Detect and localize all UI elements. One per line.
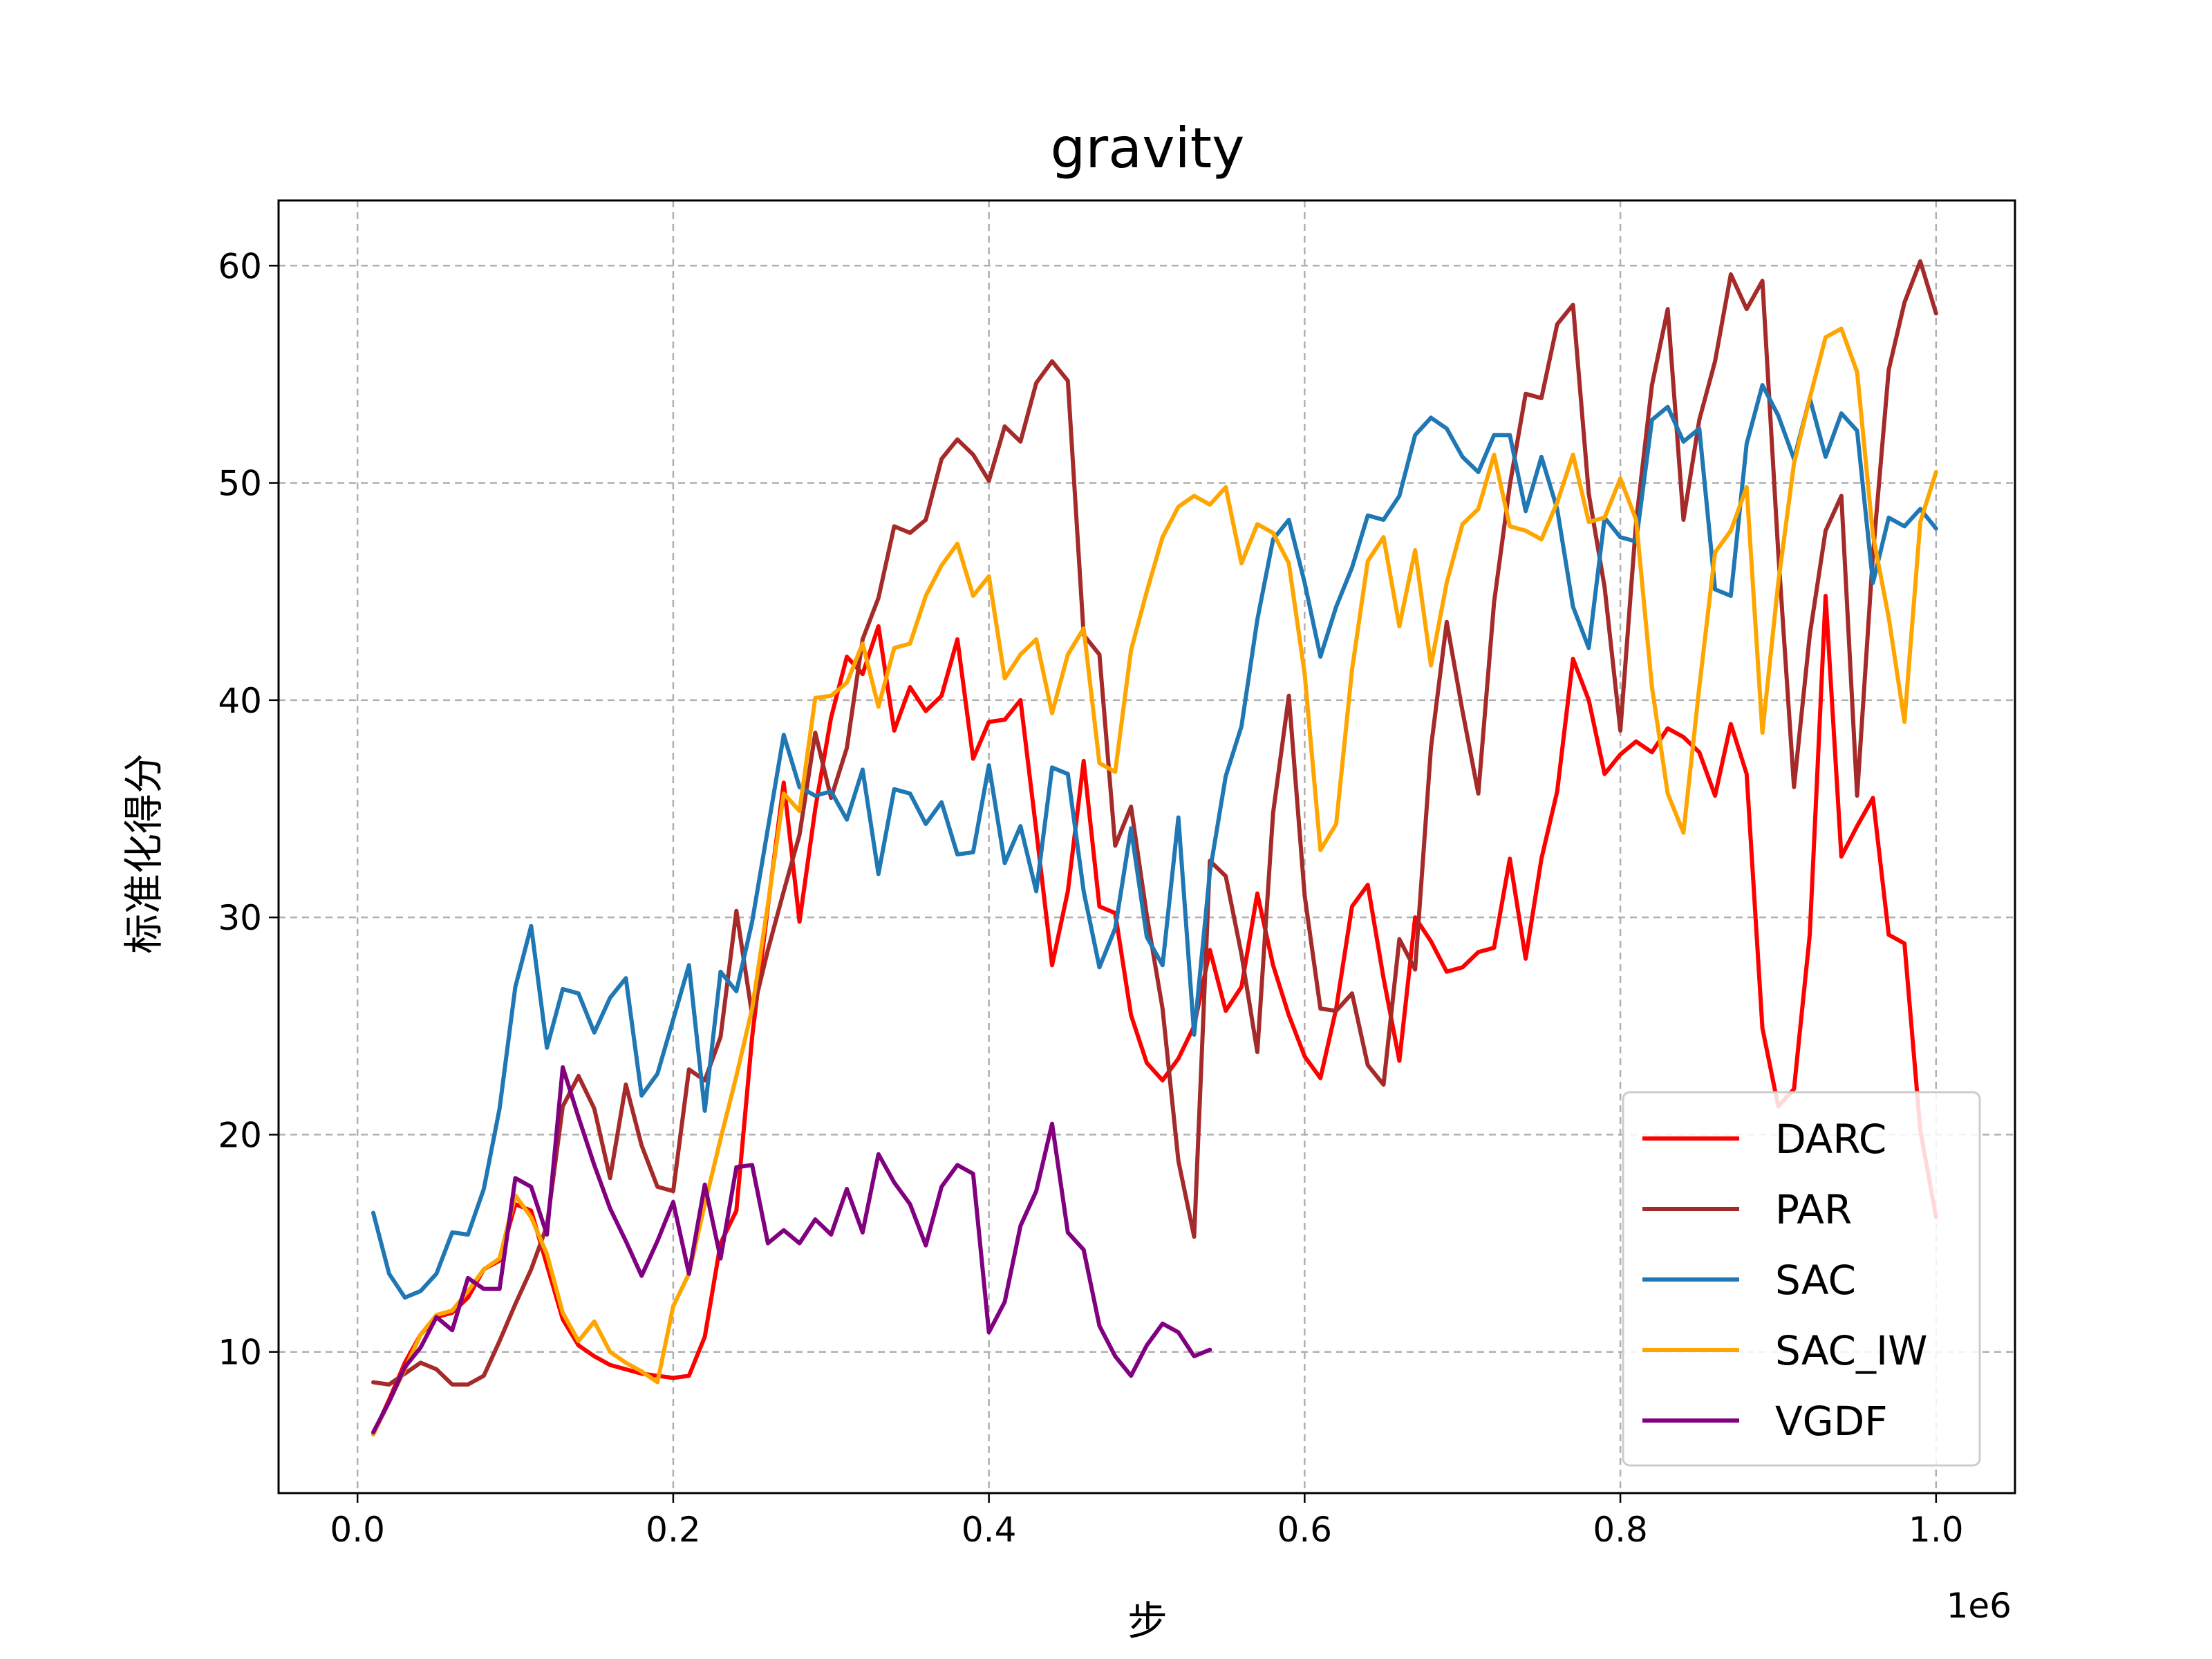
legend-label: SAC_IW (1775, 1327, 1928, 1374)
grid (279, 200, 2015, 1493)
y-tick-label: 30 (218, 898, 262, 938)
x-tick-label: 0.8 (1593, 1510, 1648, 1550)
legend-label: SAC (1775, 1257, 1856, 1304)
y-tick-label: 60 (218, 246, 262, 286)
series-line-sac (371, 383, 1938, 1300)
y-tick-label: 50 (218, 464, 262, 504)
legend-label: PAR (1775, 1186, 1852, 1233)
legend: DARC PAR SAC SAC_IW VGDF (1622, 1091, 1981, 1467)
series-lines (371, 259, 1938, 1437)
x-tick-label: 1.0 (1909, 1510, 1964, 1550)
series-line-par (371, 259, 1938, 1387)
chart-title: gravity (1051, 116, 1245, 180)
y-axis-label: 标准化得分 (120, 753, 167, 954)
series-line-sac-iw (371, 326, 1938, 1437)
y-tick-label: 40 (218, 681, 262, 721)
x-axis-offset-label: 1e6 (1947, 1586, 2012, 1626)
axes-frame (277, 199, 2016, 1494)
series-line-darc (371, 594, 1938, 1437)
y-tick-label: 20 (218, 1115, 262, 1155)
y-tick-label: 10 (218, 1333, 262, 1373)
ticks: 0.0 0.2 0.4 0.6 0.8 1.0 10 20 30 40 50 60 (218, 246, 1963, 1550)
legend-box (1622, 1091, 1981, 1467)
x-axis-label: 步 (1127, 1597, 1168, 1644)
x-tick-label: 0.4 (962, 1510, 1017, 1550)
x-tick-label: 0.2 (646, 1510, 701, 1550)
series-line-vgdf (371, 1065, 1212, 1434)
x-tick-label: 0.6 (1277, 1510, 1333, 1550)
legend-label: DARC (1775, 1116, 1886, 1163)
x-tick-label: 0.0 (330, 1510, 385, 1550)
legend-label: VGDF (1775, 1398, 1888, 1445)
